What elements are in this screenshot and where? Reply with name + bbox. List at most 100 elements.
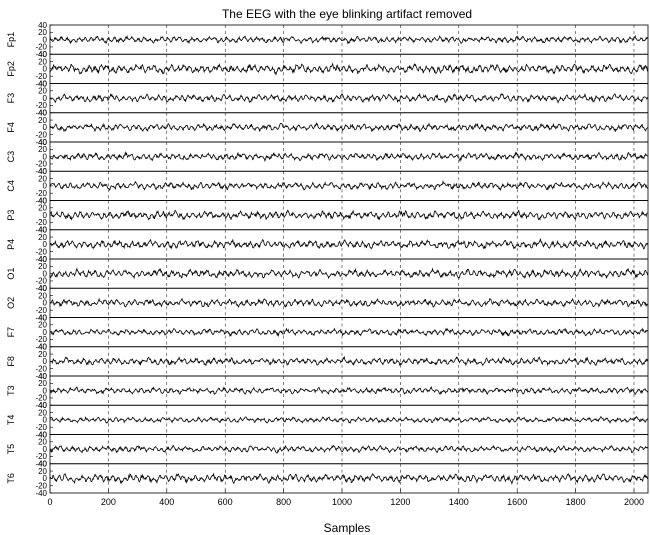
series-line-f7 bbox=[49, 327, 649, 338]
y-tick-label: 20 bbox=[38, 233, 47, 242]
series-line-t5 bbox=[49, 444, 649, 454]
y-tick-label: 40 bbox=[38, 460, 47, 469]
y-tick-label: 20 bbox=[38, 467, 47, 476]
panel-frame bbox=[49, 317, 649, 348]
y-tick-label: 0 bbox=[43, 152, 48, 161]
y-tick-label: 0 bbox=[43, 211, 48, 220]
panel-t3: 40 200-20 -40 T3 bbox=[6, 372, 649, 410]
series-line-fp1 bbox=[49, 34, 649, 45]
channel-label: F8 bbox=[6, 356, 16, 367]
x-tick-label: 1800 bbox=[566, 497, 586, 507]
x-tick-label: 2000 bbox=[624, 497, 644, 507]
y-tick-label: 40 bbox=[38, 343, 47, 352]
y-tick-label: -20 bbox=[35, 452, 47, 461]
x-tick-label: 1600 bbox=[507, 497, 527, 507]
y-tick-label: 0 bbox=[43, 328, 48, 337]
y-tick-label: -40 bbox=[35, 226, 47, 235]
y-tick-label: 0 bbox=[43, 94, 48, 103]
chart-title: The EEG with the eye blinking artifact r… bbox=[222, 7, 472, 21]
series-line-f4 bbox=[49, 122, 649, 133]
y-tick-label: 40 bbox=[38, 138, 47, 147]
y-tick-label: -20 bbox=[35, 72, 47, 81]
series-line-f3 bbox=[49, 92, 649, 104]
y-tick-label: -20 bbox=[35, 364, 47, 373]
series-line-o2 bbox=[49, 297, 649, 308]
x-tick-label: 200 bbox=[101, 497, 116, 507]
y-tick-label: -20 bbox=[35, 394, 47, 403]
y-tick-label: -40 bbox=[35, 430, 47, 439]
series-line-t4 bbox=[49, 416, 649, 424]
channel-label: C3 bbox=[6, 151, 16, 163]
y-tick-label: 20 bbox=[38, 116, 47, 125]
channel-label: Fp1 bbox=[6, 32, 16, 48]
x-tick-label: 1400 bbox=[449, 497, 469, 507]
y-tick-label: 40 bbox=[38, 167, 47, 176]
y-tick-label: 40 bbox=[38, 79, 47, 88]
x-tick-label: 600 bbox=[218, 497, 233, 507]
channel-label: T6 bbox=[6, 473, 16, 484]
y-tick-label: 0 bbox=[43, 445, 48, 454]
series-line-f8 bbox=[49, 355, 649, 367]
y-tick-label: -40 bbox=[35, 460, 47, 469]
y-tick-label: 40 bbox=[38, 313, 47, 322]
y-tick-label: 40 bbox=[38, 196, 47, 205]
channel-panels: 40200-20-40Fp140200-20-40Fp240200-20-40F… bbox=[6, 21, 649, 498]
y-tick-label: 40 bbox=[38, 50, 47, 59]
y-tick-label: -40 bbox=[35, 167, 47, 176]
channel-label: T3 bbox=[6, 385, 16, 396]
y-tick-label: 20 bbox=[38, 350, 47, 359]
y-tick-label: 0 bbox=[43, 240, 48, 249]
x-tick-label: 1200 bbox=[390, 497, 410, 507]
y-tick-label: 20 bbox=[38, 408, 47, 417]
channel-label: F7 bbox=[6, 327, 16, 338]
y-tick-label: 0 bbox=[43, 416, 48, 425]
y-tick-label: -40 bbox=[35, 255, 47, 264]
y-tick-label: 20 bbox=[38, 57, 47, 66]
y-tick-label: -20 bbox=[35, 335, 47, 344]
y-tick-label: -40 bbox=[35, 489, 47, 498]
channel-label: C4 bbox=[6, 180, 16, 192]
channel-label: P4 bbox=[6, 239, 16, 250]
channel-label: F3 bbox=[6, 93, 16, 104]
series-line-p4 bbox=[49, 237, 649, 250]
channel-label: Fp2 bbox=[6, 61, 16, 77]
y-tick-label: -40 bbox=[35, 284, 47, 293]
y-tick-label: 40 bbox=[38, 255, 47, 264]
series-line-t3 bbox=[49, 386, 649, 396]
y-tick-label: 0 bbox=[43, 474, 48, 483]
y-tick-label: -20 bbox=[35, 481, 47, 490]
series-line-c3 bbox=[49, 151, 649, 163]
channel-label: O2 bbox=[6, 297, 16, 309]
y-tick-label: 20 bbox=[38, 28, 47, 37]
y-tick-label: 40 bbox=[38, 430, 47, 439]
y-tick-label: -20 bbox=[35, 130, 47, 139]
y-tick-label: -40 bbox=[35, 372, 47, 381]
y-tick-label: -40 bbox=[35, 343, 47, 352]
y-tick-label: -40 bbox=[35, 79, 47, 88]
series-line-p3 bbox=[49, 209, 649, 221]
y-tick-label: 0 bbox=[43, 386, 48, 395]
y-tick-label: 0 bbox=[43, 123, 48, 132]
y-tick-label: 20 bbox=[38, 379, 47, 388]
x-axis: 0 200 400 600 800 1000 1200 1400 1600 1800 2000 bbox=[47, 489, 644, 507]
y-tick-label: 40 bbox=[38, 401, 47, 410]
y-tick-label: 0 bbox=[43, 65, 48, 74]
y-tick-label: -20 bbox=[35, 247, 47, 256]
series-line-fp2 bbox=[49, 62, 649, 76]
y-tick-label: 0 bbox=[43, 357, 48, 366]
y-tick-label: 0 bbox=[43, 299, 48, 308]
x-tick-label: 1000 bbox=[332, 497, 352, 507]
y-tick-label: 20 bbox=[38, 204, 47, 213]
